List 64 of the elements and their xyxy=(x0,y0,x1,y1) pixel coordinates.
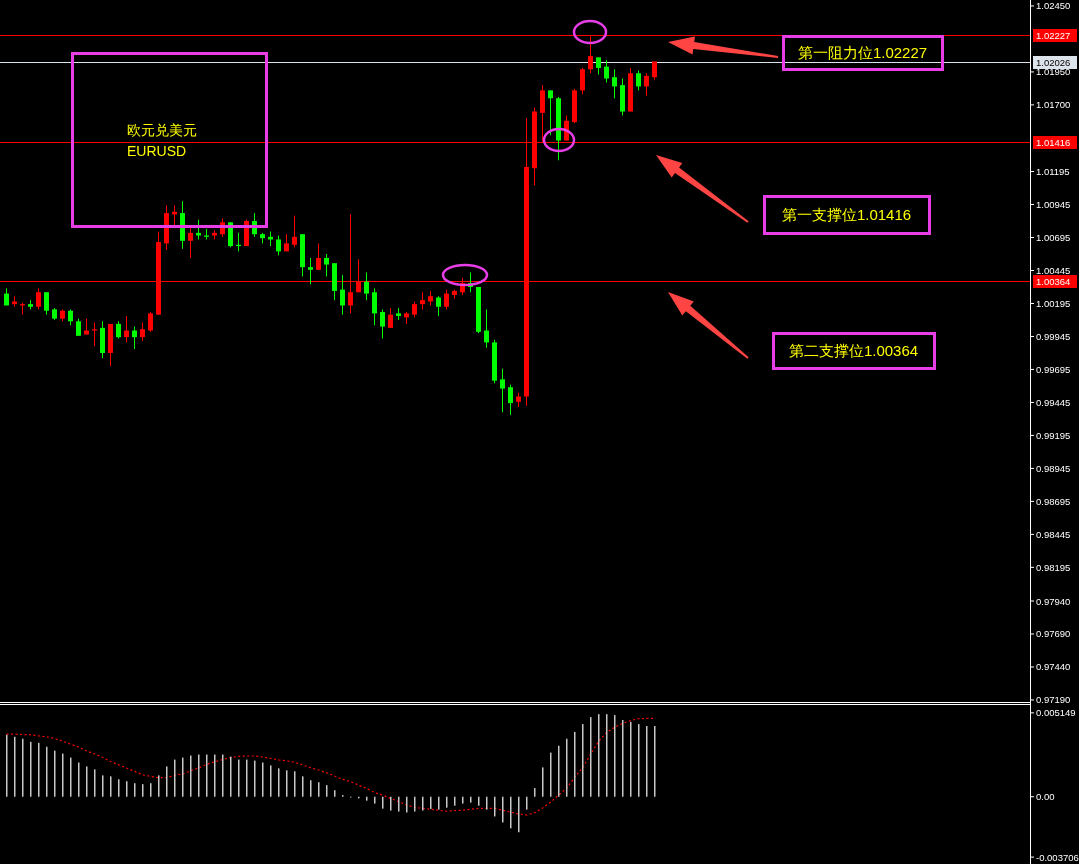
candlestick xyxy=(132,326,137,350)
text: 欧元兑美元 xyxy=(127,122,197,138)
y-tick-label: 0.99195 xyxy=(1036,429,1071,441)
y-tick-label: 0.99695 xyxy=(1036,363,1071,375)
y-tick-label: 1.01700 xyxy=(1036,99,1071,111)
y-tick-label: 0.98445 xyxy=(1036,528,1071,540)
candlestick xyxy=(484,308,489,349)
y-tick-label: 0.99445 xyxy=(1036,396,1071,408)
y-tick-label: 0.00 xyxy=(1036,791,1055,803)
y-tick-label: 1.00195 xyxy=(1036,297,1071,309)
y-tick-label: 1.01950 xyxy=(1036,66,1071,78)
candlestick xyxy=(36,287,41,310)
ref-line-label: 1.02227 xyxy=(1036,30,1071,41)
candlestick xyxy=(508,384,513,416)
y-tick-label: 1.00945 xyxy=(1036,199,1071,211)
candlestick xyxy=(636,70,641,91)
candlestick xyxy=(436,295,441,317)
y-tick-label: 0.99945 xyxy=(1036,330,1071,342)
ref-line-label: 1.00364 xyxy=(1036,276,1071,287)
annotation: 第二支撑位1.00364 xyxy=(788,342,919,359)
candlestick xyxy=(388,307,393,329)
y-tick-label: 1.02450 xyxy=(1036,0,1071,12)
candlestick xyxy=(324,253,329,277)
candlestick xyxy=(604,59,609,83)
y-tick-label: 0.005149 xyxy=(1036,707,1076,719)
line-series xyxy=(5,717,656,816)
candlestick xyxy=(444,289,449,310)
candlestick xyxy=(196,219,201,240)
y-tick-label: 0.98945 xyxy=(1036,462,1071,474)
candlestick xyxy=(652,60,657,81)
candlestick xyxy=(92,322,97,347)
y-tick-label: 0.97690 xyxy=(1036,628,1071,640)
candlestick xyxy=(316,242,321,271)
y-tick-label: 1.00695 xyxy=(1036,232,1071,243)
candlestick xyxy=(612,68,617,99)
y-tick-label: 0.98695 xyxy=(1036,495,1071,507)
y-tick-label: 0.97940 xyxy=(1036,595,1071,607)
annotation: 第一阻力位1.02227 xyxy=(797,44,928,61)
y-tick-label: 0.97440 xyxy=(1036,661,1071,673)
candlestick xyxy=(644,72,649,97)
y-tick-label: 1.01195 xyxy=(1036,166,1070,178)
candlestick xyxy=(340,274,345,316)
ref-line-label: 1.01416 xyxy=(1036,137,1071,148)
ref-line-label: 1.02026 xyxy=(1036,57,1071,68)
candlestick xyxy=(188,227,193,259)
candlestick xyxy=(140,322,145,342)
candlestick xyxy=(148,311,153,333)
candlestick xyxy=(292,215,297,248)
candlestick xyxy=(500,368,505,413)
candlestick xyxy=(580,67,585,95)
candlestick xyxy=(44,291,49,316)
text: EURUSD xyxy=(127,143,187,159)
y-tick-label: 0.98195 xyxy=(1036,561,1071,573)
candlestick xyxy=(124,315,129,343)
y-tick-label: 1.00445 xyxy=(1036,264,1071,276)
candlestick xyxy=(548,89,553,136)
candlestick xyxy=(380,308,385,339)
y-tick-label: -0.003706 xyxy=(1036,851,1079,863)
candlestick xyxy=(372,287,377,326)
annotation: 第一支撑位1.01416 xyxy=(781,206,912,223)
candlestick xyxy=(364,271,369,301)
candlestick xyxy=(276,235,281,256)
candlestick xyxy=(308,257,313,285)
y-tick-label: 0.97190 xyxy=(1036,694,1071,706)
